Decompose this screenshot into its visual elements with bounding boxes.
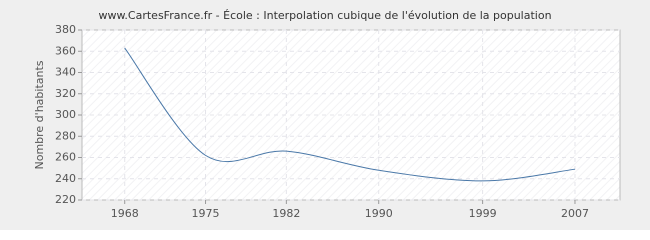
y-tick-label: 380 [55,23,76,36]
x-tick-label: 2007 [561,207,589,220]
y-tick-label: 240 [55,172,76,185]
y-tick-label: 320 [55,87,76,100]
x-tick-label: 1990 [365,207,393,220]
x-tick-label: 1975 [192,207,220,220]
y-tick-label: 360 [55,44,76,57]
chart: www.CartesFrance.fr - École : Interpolat… [0,0,650,230]
x-tick-label: 1999 [469,207,497,220]
y-tick-label: 220 [55,193,76,206]
x-tick-label: 1968 [111,207,139,220]
x-tick-label: 1982 [272,207,300,220]
chart-title: www.CartesFrance.fr - École : Interpolat… [98,9,551,22]
y-tick-label: 300 [55,108,76,121]
y-tick-label: 340 [55,66,76,79]
y-tick-label: 260 [55,151,76,164]
y-axis-label: Nombre d'habitants [33,60,46,169]
line [124,47,576,182]
y-tick-label: 280 [55,129,76,142]
